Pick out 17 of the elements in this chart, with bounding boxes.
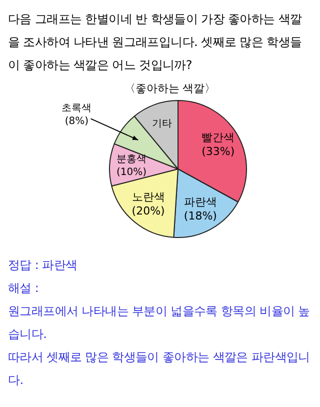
slice-label: 노란색 bbox=[132, 190, 165, 204]
text: 해설 : bbox=[8, 280, 40, 297]
slice-label: 기타 bbox=[152, 118, 172, 130]
data-label: (33%) bbox=[202, 145, 235, 158]
text: 다음 그래프는 한별이네 반 학생들이 가장 좋아하는 색깔을 조사하여 나타낸 원그래프입니다. 셋째로 많은 학생들이 좋아하는 색깔은 어느 것입니까? bbox=[8, 11, 303, 74]
slice-label: 초록색 bbox=[62, 102, 92, 114]
text: 따라서 셋째로 많은 학생들이 좋아하는 색깔은 파란색입니다. bbox=[8, 349, 311, 389]
slice-label: 파란색 bbox=[184, 196, 217, 209]
data-label: (10%) bbox=[116, 167, 147, 178]
text: 정답 : 파란색 bbox=[8, 257, 78, 274]
data-label: (8%) bbox=[64, 116, 89, 127]
text: 원그래프에서 나타내는 부분이 넓을수록 항목의 비율이 높습니다. bbox=[8, 303, 311, 343]
chart-title: 〈좋아하는 색깔〉 bbox=[123, 81, 217, 96]
data-label: (18%) bbox=[184, 210, 217, 223]
slice-label: 빨간색 bbox=[202, 131, 235, 144]
slice-label: 분홍색 bbox=[116, 154, 147, 166]
data-label: (20%) bbox=[132, 204, 165, 218]
